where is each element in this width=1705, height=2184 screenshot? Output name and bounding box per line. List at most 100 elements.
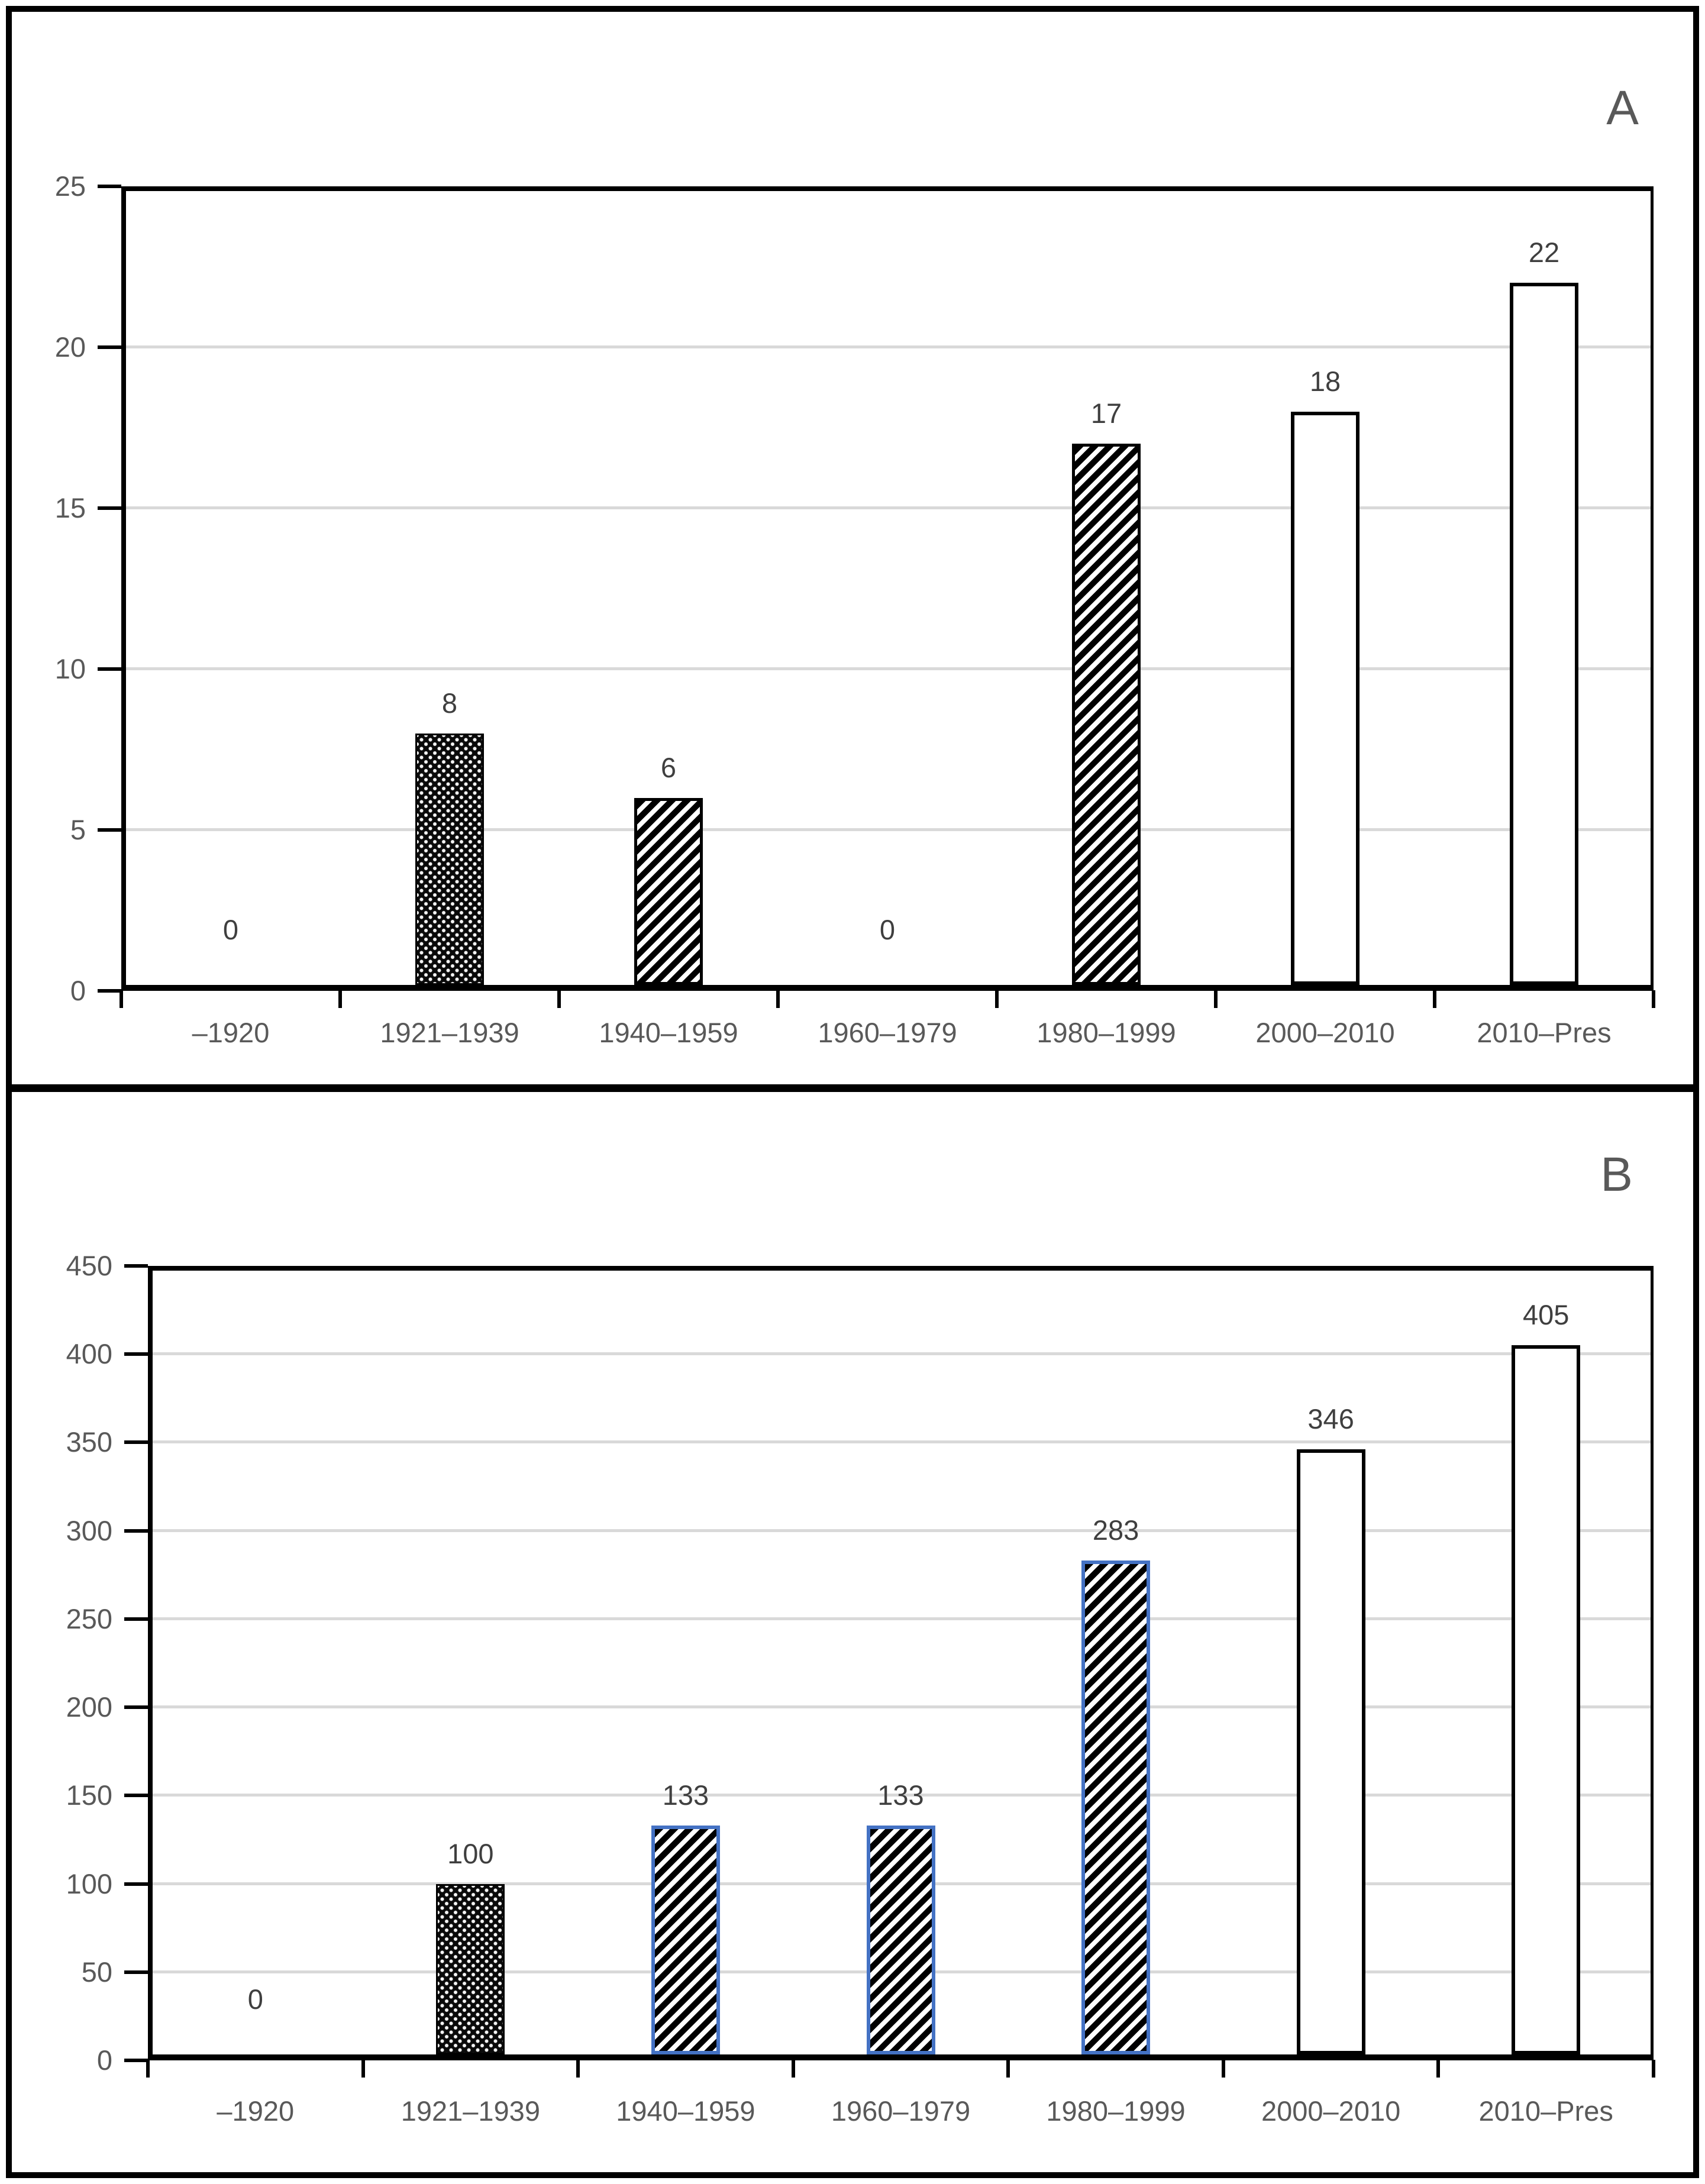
bar-value-label: 283 bbox=[1092, 1514, 1139, 1546]
bar-value-label: 0 bbox=[879, 914, 896, 945]
gridline bbox=[126, 667, 1651, 670]
y-tick-label: 15 bbox=[54, 492, 86, 524]
y-tick-label: 250 bbox=[66, 1603, 112, 1634]
bar-value-label: 0 bbox=[222, 914, 239, 945]
y-tick-label: 450 bbox=[66, 1250, 112, 1281]
y-tick bbox=[124, 1882, 148, 1886]
x-axis-label-1921-1939: 1921–1939 bbox=[401, 2095, 540, 2127]
y-tick-label: 20 bbox=[54, 331, 86, 363]
bar-value-label: 0 bbox=[247, 1983, 263, 2015]
x-tick bbox=[557, 990, 561, 1008]
panel-label-b: B bbox=[1600, 1148, 1633, 1201]
y-tick-label: 350 bbox=[66, 1426, 112, 1458]
bar-1940-1959 bbox=[634, 797, 703, 985]
y-tick-label: 400 bbox=[66, 1338, 112, 1370]
bar-value-label: 100 bbox=[447, 1837, 494, 1869]
x-axis-label-2010-pres: 2010–Pres bbox=[1477, 1017, 1612, 1048]
y-tick-label: 0 bbox=[70, 975, 86, 1006]
bar-1980-1999 bbox=[1081, 1561, 1151, 2054]
plot-area bbox=[121, 186, 1654, 991]
x-tick bbox=[576, 2060, 580, 2078]
y-tick-label: 200 bbox=[66, 1691, 112, 1723]
y-tick bbox=[124, 2059, 148, 2062]
bar-value-label: 17 bbox=[1090, 398, 1122, 429]
y-tick bbox=[98, 828, 121, 832]
y-tick bbox=[124, 1705, 148, 1710]
gridline bbox=[153, 1617, 1651, 1620]
plot-area bbox=[148, 1266, 1654, 2060]
gridline bbox=[153, 1705, 1651, 1709]
x-tick bbox=[1652, 990, 1655, 1008]
y-tick bbox=[124, 1440, 148, 1445]
bar-2000-2010 bbox=[1291, 411, 1360, 985]
x-tick bbox=[995, 990, 999, 1008]
x-tick bbox=[776, 990, 780, 1008]
gridline bbox=[126, 828, 1651, 831]
x-tick bbox=[1433, 990, 1436, 1008]
y-tick bbox=[124, 1970, 148, 1974]
x-axis-label-1921-1939: 1921–1939 bbox=[380, 1017, 519, 1048]
gridline bbox=[126, 506, 1651, 509]
y-tick-label: 5 bbox=[70, 814, 86, 845]
bar-2010-pres bbox=[1512, 1345, 1581, 2054]
panel-label-a: A bbox=[1606, 81, 1639, 135]
y-tick bbox=[98, 989, 121, 993]
y-tick bbox=[124, 1352, 148, 1356]
x-tick bbox=[1006, 2060, 1010, 2078]
bar-value-label: 22 bbox=[1528, 237, 1560, 269]
x-axis-label-1980-1999: 1980–1999 bbox=[1036, 1017, 1176, 1048]
y-tick bbox=[124, 1794, 148, 1798]
bar-value-label: 346 bbox=[1307, 1403, 1354, 1435]
bar-value-label: 133 bbox=[877, 1779, 924, 1811]
x-tick bbox=[338, 990, 342, 1008]
panel-divider bbox=[6, 1084, 1699, 1092]
gridline bbox=[153, 1352, 1651, 1356]
bar-1940-1959 bbox=[651, 1826, 720, 2054]
bar-1921-1939 bbox=[436, 1883, 505, 2054]
x-tick bbox=[146, 2060, 150, 2078]
y-tick-label: 100 bbox=[66, 1868, 112, 1899]
x-axis-label-1960-1979: 1960–1979 bbox=[818, 1017, 957, 1048]
y-tick-label: 50 bbox=[81, 1956, 112, 1988]
bar-1960-1979 bbox=[866, 1826, 935, 2054]
y-tick bbox=[98, 506, 121, 510]
x-axis-label-2000-2010: 2000–2010 bbox=[1261, 2095, 1401, 2127]
gridline bbox=[126, 345, 1651, 348]
y-tick bbox=[124, 1617, 148, 1621]
x-tick bbox=[1652, 2060, 1655, 2078]
y-tick-label: 10 bbox=[54, 653, 86, 684]
x-tick bbox=[1214, 990, 1218, 1008]
y-tick bbox=[98, 667, 121, 671]
bar-value-label: 18 bbox=[1309, 365, 1341, 397]
x-axis-label-1980-1999: 1980–1999 bbox=[1046, 2095, 1186, 2127]
x-axis-label-1940-1959: 1940–1959 bbox=[599, 1017, 738, 1048]
bar-2000-2010 bbox=[1296, 1449, 1365, 2054]
bar-1980-1999 bbox=[1072, 444, 1141, 985]
gridline bbox=[153, 1440, 1651, 1444]
y-tick bbox=[98, 345, 121, 349]
x-tick bbox=[1436, 2060, 1441, 2078]
y-tick bbox=[124, 1264, 148, 1268]
x-tick bbox=[120, 990, 123, 1008]
x-axis-label-2010-pres: 2010–Pres bbox=[1478, 2095, 1613, 2127]
y-tick-label: 300 bbox=[66, 1514, 112, 1546]
bar-1921-1939 bbox=[415, 733, 484, 985]
y-tick-label: 0 bbox=[96, 2044, 112, 2076]
y-tick bbox=[98, 185, 121, 188]
bar-value-label: 405 bbox=[1522, 1299, 1570, 1331]
x-axis-label-1920: –1920 bbox=[217, 2095, 295, 2127]
bar-value-label: 6 bbox=[660, 751, 677, 783]
gridline bbox=[153, 1794, 1651, 1797]
bar-value-label: 8 bbox=[441, 687, 458, 719]
x-axis-label-1940-1959: 1940–1959 bbox=[616, 2095, 755, 2127]
y-tick-label: 150 bbox=[66, 1779, 112, 1811]
x-axis-label-1960-1979: 1960–1979 bbox=[831, 2095, 971, 2127]
figure-border bbox=[6, 6, 1699, 2178]
x-axis-label-1920: –1920 bbox=[192, 1017, 270, 1048]
x-tick bbox=[1221, 2060, 1225, 2078]
x-tick bbox=[791, 2060, 795, 2078]
bar-2010-pres bbox=[1510, 283, 1578, 985]
bar-value-label: 133 bbox=[662, 1779, 709, 1811]
x-tick bbox=[361, 2060, 365, 2078]
